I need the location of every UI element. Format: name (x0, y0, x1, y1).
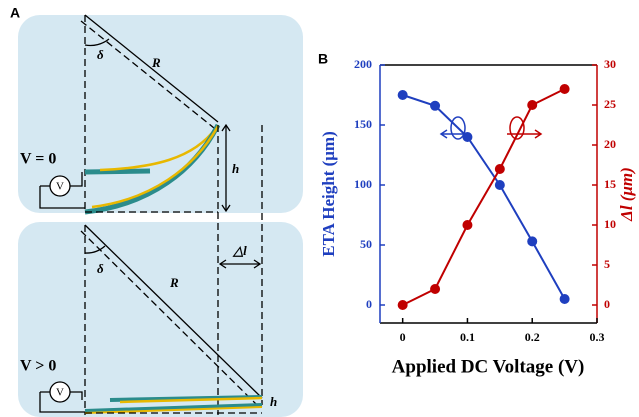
meter-label: V (56, 387, 64, 399)
data-point (397, 300, 408, 310)
data-point (559, 84, 570, 94)
y-tick-label: 200 (354, 57, 372, 71)
y-tick-label: 50 (360, 237, 372, 251)
panel-letter: B (318, 51, 328, 67)
data-point (527, 100, 538, 110)
y-tick-label: 0 (366, 297, 372, 311)
x-tick-label: 0.2 (525, 330, 540, 344)
height-label: h (270, 394, 277, 409)
x-tick-label: 0 (400, 330, 406, 344)
data-point (430, 284, 441, 294)
y2-tick-label: 30 (604, 57, 616, 71)
data-point (494, 164, 505, 174)
x-axis-label: Applied DC Voltage (V) (392, 356, 585, 377)
panel-letter: A (10, 5, 20, 21)
series-line (402, 88, 566, 306)
y-tick-label: 150 (354, 117, 372, 131)
data-point (462, 220, 473, 230)
y2-axis-label: Δl (μm) (617, 167, 636, 222)
data-point (559, 294, 570, 304)
data-point (397, 90, 408, 100)
panel-a (18, 14, 303, 417)
shift-label: △l (232, 243, 247, 258)
state-label: V > 0 (20, 358, 56, 375)
angle-label: δ (97, 261, 104, 276)
height-label: h (232, 161, 239, 176)
angle-label: δ (97, 47, 104, 62)
y2-tick-label: 5 (604, 257, 610, 271)
y2-tick-label: 15 (604, 177, 616, 191)
y-axis-label: ETA Height (μm) (319, 131, 338, 256)
state-label: V = 0 (20, 151, 56, 168)
x-tick-label: 0.1 (460, 330, 475, 344)
y-tick-label: 100 (354, 177, 372, 191)
y2-tick-label: 0 (604, 297, 610, 311)
data-point (527, 236, 538, 247)
data-point (430, 100, 441, 111)
radius-label: R (151, 55, 161, 70)
data-point (462, 132, 473, 142)
data-point (494, 180, 505, 190)
x-tick-label: 0.3 (590, 330, 605, 344)
y2-tick-label: 20 (604, 137, 616, 151)
series-line (402, 94, 566, 300)
radius-label: R (169, 275, 179, 290)
meter-label: V (56, 181, 64, 193)
y2-tick-label: 10 (604, 217, 616, 231)
rotation-icons (439, 116, 543, 140)
y2-tick-label: 25 (604, 97, 616, 111)
